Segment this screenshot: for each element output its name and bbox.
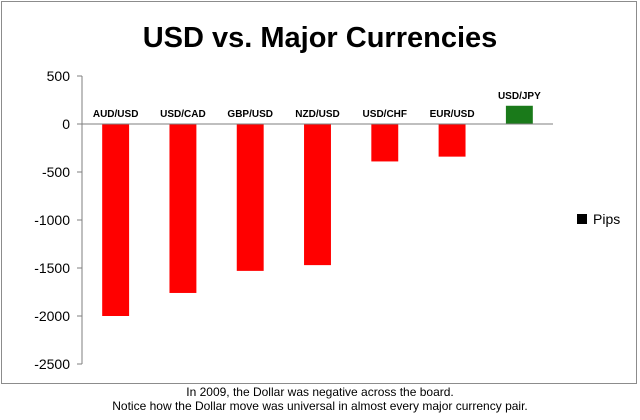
category-label: USD/JPY: [498, 91, 541, 102]
bar-aud-usd: [102, 124, 130, 316]
caption-line-1: In 2009, the Dollar was negative across …: [186, 385, 454, 399]
bar-usd-cad: [169, 124, 197, 293]
bar-chart: USD vs. Major Currencies 500 0 -500 -1000 -1…: [34, 22, 620, 372]
caption-line-2: Notice how the Dollar move was universal…: [112, 399, 528, 413]
y-tick-label: 0: [62, 116, 70, 132]
y-tick-label: -1500: [34, 260, 70, 276]
bar-gbp-usd: [236, 124, 264, 271]
legend: Pips: [577, 211, 620, 227]
bar-nzd-usd: [304, 124, 331, 266]
bar-usd-jpy: [505, 105, 533, 124]
chart-caption: In 2009, the Dollar was negative across …: [0, 385, 640, 413]
y-tick-label: -2000: [34, 308, 70, 324]
category-label: EUR/USD: [430, 109, 475, 120]
category-label: GBP/USD: [227, 109, 273, 120]
y-tick-label: 500: [47, 68, 71, 84]
category-label: USD/CHF: [363, 109, 407, 120]
y-tick-label: -1000: [34, 212, 70, 228]
bar-eur-usd: [438, 124, 466, 157]
category-label: NZD/USD: [295, 109, 339, 120]
bar-usd-chf: [371, 124, 399, 162]
y-tick-label: -500: [42, 164, 70, 180]
category-label: USD/CAD: [160, 109, 206, 120]
category-label: AUD/USD: [93, 109, 139, 120]
chart-title: USD vs. Major Currencies: [143, 22, 498, 54]
y-tick-label: -2500: [34, 356, 70, 372]
legend-swatch-pips: [577, 214, 587, 224]
legend-label-pips: Pips: [593, 211, 620, 227]
